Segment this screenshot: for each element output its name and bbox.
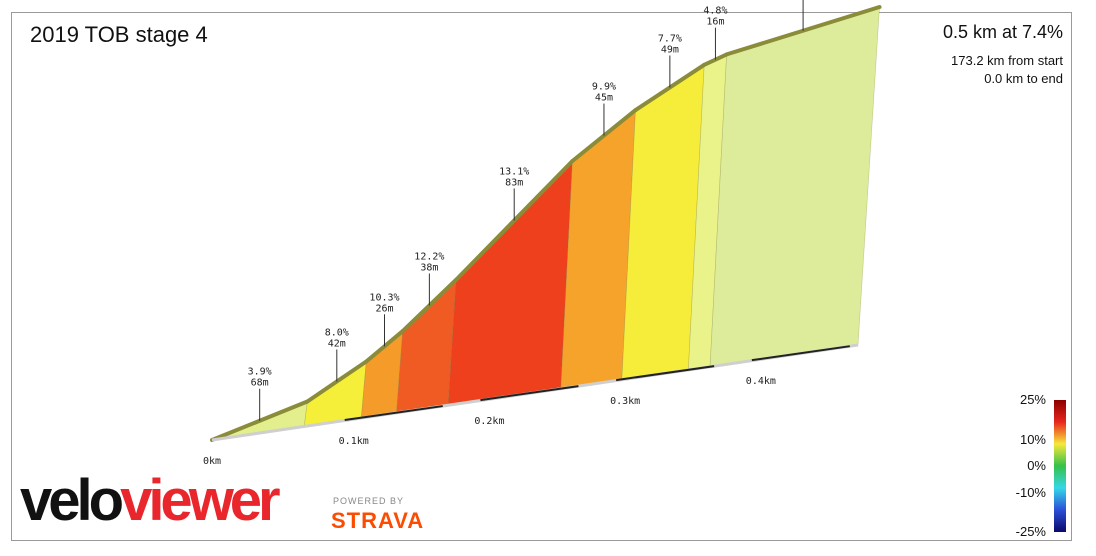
segment-gradient-label: 3.9% (248, 367, 272, 378)
segment-3 (360, 330, 404, 419)
legend-label: -10% (1016, 485, 1047, 500)
segment-gradient-label: 10.3% (369, 292, 399, 303)
segment-gradient-label: 13.1% (499, 166, 529, 177)
legend-label: 25% (1020, 392, 1046, 407)
distance-from-start: 173.2 km from start (951, 53, 1063, 68)
segment-gradient-label: 7.7% (658, 33, 682, 44)
segment-9 (709, 6, 880, 368)
veloviewer-logo: veloviewer (20, 468, 281, 533)
segment-length-label: 16m (706, 17, 724, 28)
distance-tick-label: 0.4km (746, 376, 776, 387)
distance-tick-3 (616, 365, 715, 382)
powered-by-label: POWERED BY (333, 496, 405, 506)
segment-gradient-label: 12.2% (414, 251, 444, 262)
segment-length-label: 42m (328, 338, 346, 349)
distance-tick-label: 0.2km (474, 416, 504, 427)
distance-tick-1 (344, 405, 443, 422)
strava-logo: STRAVA (331, 508, 425, 533)
segment-length-label: 45m (595, 93, 613, 104)
distance-tick-label: 0km (203, 456, 221, 467)
segment-5 (447, 160, 573, 406)
distance-tick-label: 0.3km (610, 396, 640, 407)
climb-summary: 0.5 km at 7.4% (942, 22, 1063, 42)
legend-label: -25% (1016, 524, 1047, 539)
legend-label: 10% (1020, 432, 1046, 447)
segment-length-label: 68m (251, 378, 269, 389)
segment-gradient-label: 4.8% (703, 6, 727, 17)
distance-tick-2 (480, 385, 579, 402)
segment-length-label: 26m (375, 303, 393, 314)
segment-top-edge-6 (570, 108, 638, 164)
segment-length-label: 49m (661, 44, 679, 55)
chart-title: 2019 TOB stage 4 (30, 22, 208, 47)
segment-2 (303, 360, 367, 427)
segment-length-label: 83m (505, 177, 523, 188)
distance-to-end: 0.0 km to end (984, 71, 1063, 86)
segment-length-label: 38m (420, 262, 438, 273)
distance-tick-label: 0.1km (339, 436, 369, 447)
legend-color-scale (1054, 400, 1066, 532)
segment-gradient-label: 9.9% (592, 82, 616, 93)
segment-gradient-label: 8.0% (325, 327, 349, 338)
legend-label: 0% (1027, 458, 1046, 473)
segment-top-edge-3 (364, 329, 405, 364)
segment-4 (396, 279, 457, 414)
distance-tick-4 (751, 345, 850, 362)
